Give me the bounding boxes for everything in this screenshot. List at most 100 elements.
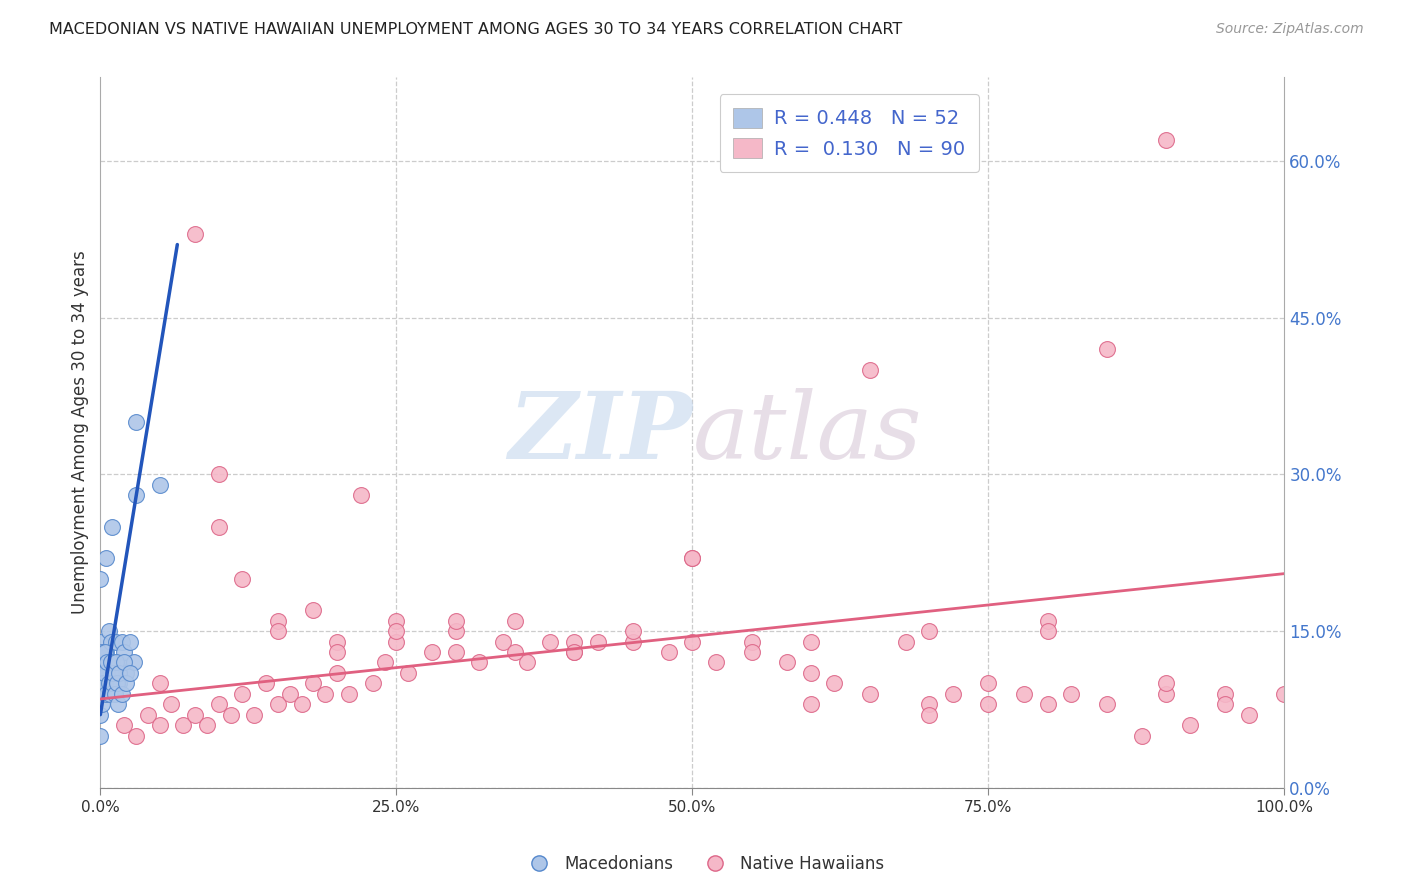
Point: [97, 624, 120, 638]
Point: [741, 645, 763, 659]
Point: [96, 645, 118, 659]
Point: [444, 624, 467, 638]
Point: [195, 718, 218, 732]
Point: [89, 656, 111, 670]
Point: [125, 729, 148, 743]
Point: [800, 665, 823, 680]
Point: [621, 624, 644, 638]
Point: [1130, 729, 1153, 743]
Point: [125, 488, 148, 502]
Point: [172, 718, 194, 732]
Point: [586, 634, 609, 648]
Point: [267, 614, 290, 628]
Point: [824, 676, 846, 690]
Point: [100, 634, 122, 648]
Point: [89, 572, 111, 586]
Point: [148, 718, 170, 732]
Point: [350, 488, 373, 502]
Point: [681, 551, 703, 566]
Text: ZIP: ZIP: [508, 388, 692, 477]
Point: [516, 656, 538, 670]
Point: [107, 656, 129, 670]
Point: [103, 665, 125, 680]
Point: [562, 645, 585, 659]
Point: [90, 676, 112, 690]
Point: [704, 656, 727, 670]
Point: [681, 551, 703, 566]
Point: [89, 729, 111, 743]
Point: [91, 665, 114, 680]
Point: [96, 551, 118, 566]
Point: [337, 687, 360, 701]
Point: [385, 634, 408, 648]
Point: [562, 645, 585, 659]
Point: [1154, 676, 1177, 690]
Point: [1154, 687, 1177, 701]
Point: [503, 614, 526, 628]
Point: [291, 697, 314, 711]
Point: [89, 676, 111, 690]
Point: [373, 656, 395, 670]
Point: [118, 665, 141, 680]
Point: [112, 656, 135, 670]
Point: [98, 687, 121, 701]
Point: [105, 676, 128, 690]
Point: [1095, 342, 1118, 356]
Point: [101, 519, 124, 533]
Point: [96, 687, 118, 701]
Point: [420, 645, 443, 659]
Point: [184, 227, 207, 241]
Point: [254, 676, 277, 690]
Point: [977, 697, 1000, 711]
Point: [658, 645, 681, 659]
Point: [112, 645, 135, 659]
Point: [108, 665, 131, 680]
Point: [918, 697, 941, 711]
Point: [1274, 687, 1296, 701]
Point: [111, 687, 134, 701]
Point: [1213, 687, 1236, 701]
Point: [326, 665, 349, 680]
Point: [918, 707, 941, 722]
Point: [96, 665, 118, 680]
Point: [94, 645, 117, 659]
Point: [184, 707, 207, 722]
Point: [96, 656, 118, 670]
Point: [538, 634, 561, 648]
Point: [103, 665, 125, 680]
Point: [93, 656, 115, 670]
Point: [104, 634, 127, 648]
Point: [97, 676, 120, 690]
Legend: Macedonians, Native Hawaiians: Macedonians, Native Hawaiians: [516, 848, 890, 880]
Point: [93, 665, 115, 680]
Point: [94, 676, 117, 690]
Point: [90, 645, 112, 659]
Point: [89, 707, 111, 722]
Point: [859, 687, 882, 701]
Point: [859, 363, 882, 377]
Point: [621, 634, 644, 648]
Point: [103, 687, 125, 701]
Point: [1154, 133, 1177, 147]
Text: atlas: atlas: [692, 388, 922, 477]
Point: [1036, 614, 1059, 628]
Point: [1036, 624, 1059, 638]
Point: [107, 697, 129, 711]
Point: [231, 687, 253, 701]
Point: [98, 676, 121, 690]
Point: [278, 687, 301, 701]
Point: [444, 614, 467, 628]
Point: [111, 634, 134, 648]
Point: [1060, 687, 1083, 701]
Point: [396, 665, 419, 680]
Point: [468, 656, 491, 670]
Point: [115, 676, 138, 690]
Point: [112, 718, 135, 732]
Point: [800, 697, 823, 711]
Point: [302, 603, 325, 617]
Point: [385, 624, 408, 638]
Point: [1237, 707, 1260, 722]
Point: [91, 676, 114, 690]
Point: [1012, 687, 1035, 701]
Point: [267, 697, 290, 711]
